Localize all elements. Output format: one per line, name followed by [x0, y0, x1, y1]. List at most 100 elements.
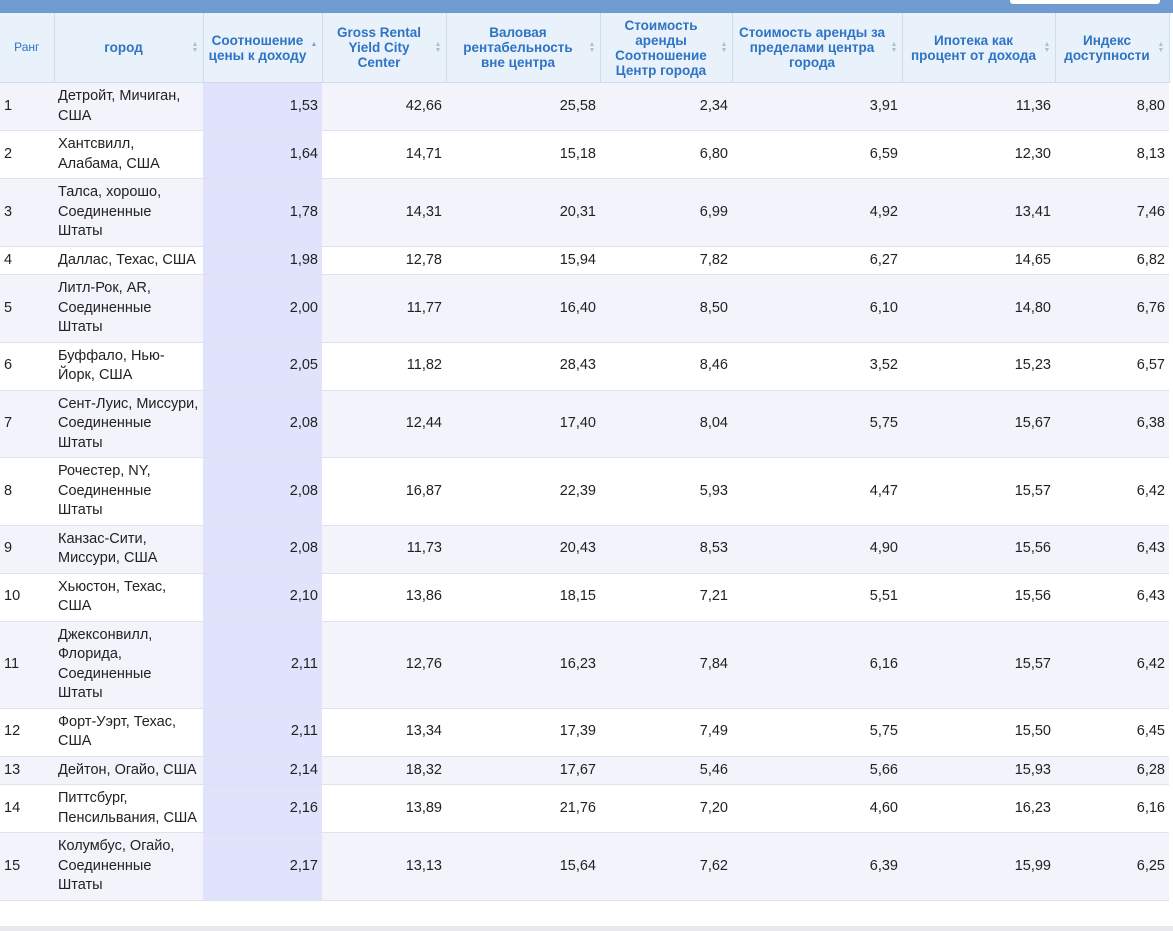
table-row: 6 Буффало, Нью-Йорк, США 2,05 11,82 28,43 8,4…	[0, 342, 1169, 391]
value-cell: 2,08	[203, 457, 322, 526]
rank-cell: 1	[0, 82, 54, 131]
value-cell: 15,50	[902, 708, 1055, 757]
value-cell: 2,11	[203, 621, 322, 709]
rank-cell: 4	[0, 246, 54, 275]
value-cell: 2,05	[203, 342, 322, 391]
rank-cell: 9	[0, 525, 54, 574]
value-cell: 3,91	[732, 82, 902, 131]
top-toolbar	[0, 0, 1173, 13]
city-link[interactable]: Талса, хорошо, Соединенные Штаты	[54, 178, 203, 247]
city-link[interactable]: Хьюстон, Техас, США	[54, 573, 203, 622]
rank-cell: 11	[0, 621, 54, 709]
value-cell: 6,99	[600, 178, 732, 247]
city-link[interactable]: Рочестер, NY, Соединенные Штаты	[54, 457, 203, 526]
rank-cell: 12	[0, 708, 54, 757]
value-cell: 12,44	[322, 390, 446, 458]
city-link[interactable]: Дейтон, Огайо, США	[54, 756, 203, 785]
value-cell: 6,10	[732, 274, 902, 343]
value-cell: 7,46	[1055, 178, 1169, 247]
city-link[interactable]: Джексонвилл, Флорида, Соединенные Штаты	[54, 621, 203, 709]
value-cell: 5,46	[600, 756, 732, 785]
column-header-gross-yield-outside[interactable]: Валовая рентабельность вне центра ▲ ▼	[446, 13, 601, 83]
column-header-label: Ипотека как процент от дохода	[910, 32, 1037, 63]
value-cell: 15,57	[902, 621, 1055, 709]
city-link[interactable]: Форт-Уэрт, Техас, США	[54, 708, 203, 757]
value-cell: 2,08	[203, 525, 322, 574]
value-cell: 5,93	[600, 457, 732, 526]
column-header-label: Стоимость аренды Соотношение Центр город…	[615, 17, 707, 78]
table-row: 2 Хантсвилл, Алабама, США 1,64 14,71 15,18 6,…	[0, 130, 1169, 179]
rank-cell: 5	[0, 274, 54, 343]
value-cell: 11,73	[322, 525, 446, 574]
rank-cell: 15	[0, 832, 54, 901]
value-cell: 2,34	[600, 82, 732, 131]
value-cell: 1,98	[203, 246, 322, 275]
city-link[interactable]: Питтсбург, Пенсильвания, США	[54, 784, 203, 833]
search-input[interactable]	[1010, 0, 1160, 4]
value-cell: 25,58	[446, 82, 600, 131]
city-link[interactable]: Хантсвилл, Алабама, США	[54, 130, 203, 179]
value-cell: 16,23	[446, 621, 600, 709]
rank-cell: 2	[0, 130, 54, 179]
sort-both-icon: ▲ ▼	[720, 40, 728, 54]
value-cell: 20,31	[446, 178, 600, 247]
value-cell: 2,14	[203, 756, 322, 785]
value-cell: 5,75	[732, 390, 902, 458]
value-cell: 6,27	[732, 246, 902, 275]
table-row: 1 Детройт, Мичиган, США 1,53 42,66 25,58 2,34…	[0, 82, 1169, 131]
column-header-rank[interactable]: Ранг	[0, 13, 55, 83]
value-cell: 8,53	[600, 525, 732, 574]
city-link[interactable]: Сент-Луис, Миссури, Соединенные Штаты	[54, 390, 203, 458]
value-cell: 17,40	[446, 390, 600, 458]
value-cell: 7,82	[600, 246, 732, 275]
column-header-city[interactable]: город ▲ ▼	[54, 13, 204, 83]
table-row: 13 Дейтон, Огайо, США 2,14 18,32 17,67 5,46 5,…	[0, 756, 1169, 785]
table-row: 4 Даллас, Техас, США 1,98 12,78 15,94 7,82 6,2…	[0, 246, 1169, 275]
value-cell: 7,49	[600, 708, 732, 757]
value-cell: 6,43	[1055, 525, 1169, 574]
value-cell: 14,65	[902, 246, 1055, 275]
value-cell: 15,57	[902, 457, 1055, 526]
value-cell: 1,78	[203, 178, 322, 247]
value-cell: 8,50	[600, 274, 732, 343]
value-cell: 16,40	[446, 274, 600, 343]
value-cell: 13,34	[322, 708, 446, 757]
column-header-label: Соотношение цены к доходу	[208, 32, 307, 63]
city-link[interactable]: Даллас, Техас, США	[54, 246, 203, 275]
sort-both-icon: ▲ ▼	[191, 40, 199, 54]
value-cell: 7,84	[600, 621, 732, 709]
rank-cell: 10	[0, 573, 54, 622]
value-cell: 7,20	[600, 784, 732, 833]
column-header-gross-yield-center[interactable]: Gross Rental Yield City Center ▲ ▼	[322, 13, 447, 83]
value-cell: 6,82	[1055, 246, 1169, 275]
city-link[interactable]: Буффало, Нью-Йорк, США	[54, 342, 203, 391]
value-cell: 13,89	[322, 784, 446, 833]
value-cell: 4,90	[732, 525, 902, 574]
value-cell: 4,47	[732, 457, 902, 526]
value-cell: 15,94	[446, 246, 600, 275]
column-header-affordability[interactable]: Индекс доступности ▲ ▼	[1055, 13, 1170, 83]
value-cell: 21,76	[446, 784, 600, 833]
value-cell: 6,16	[732, 621, 902, 709]
column-header-mortgage-pct[interactable]: Ипотека как процент от дохода ▲ ▼	[902, 13, 1056, 83]
value-cell: 8,46	[600, 342, 732, 391]
value-cell: 6,43	[1055, 573, 1169, 622]
value-cell: 6,76	[1055, 274, 1169, 343]
city-link[interactable]: Канзас-Сити, Миссури, США	[54, 525, 203, 574]
value-cell: 2,16	[203, 784, 322, 833]
column-header-price-to-income[interactable]: Соотношение цены к доходу ▲	[203, 13, 323, 83]
city-link[interactable]: Детройт, Мичиган, США	[54, 82, 203, 131]
value-cell: 2,17	[203, 832, 322, 901]
value-cell: 18,32	[322, 756, 446, 785]
column-header-rent-ratio-outside[interactable]: Стоимость аренды за пределами центра гор…	[732, 13, 903, 83]
horizontal-scrollbar[interactable]	[0, 926, 1173, 931]
column-header-rent-ratio-center[interactable]: Стоимость аренды Соотношение Центр город…	[600, 13, 733, 83]
value-cell: 28,43	[446, 342, 600, 391]
sort-both-icon: ▲ ▼	[434, 40, 442, 54]
rank-cell: 7	[0, 390, 54, 458]
table-row: 3 Талса, хорошо, Соединенные Штаты 1,78 14,…	[0, 178, 1169, 247]
city-link[interactable]: Литл-Рок, AR, Соединенные Штаты	[54, 274, 203, 343]
rank-cell: 6	[0, 342, 54, 391]
city-link[interactable]: Колумбус, Огайо, Соединенные Штаты	[54, 832, 203, 901]
table-row: 5 Литл-Рок, AR, Соединенные Штаты 2,00 11,7…	[0, 274, 1169, 343]
